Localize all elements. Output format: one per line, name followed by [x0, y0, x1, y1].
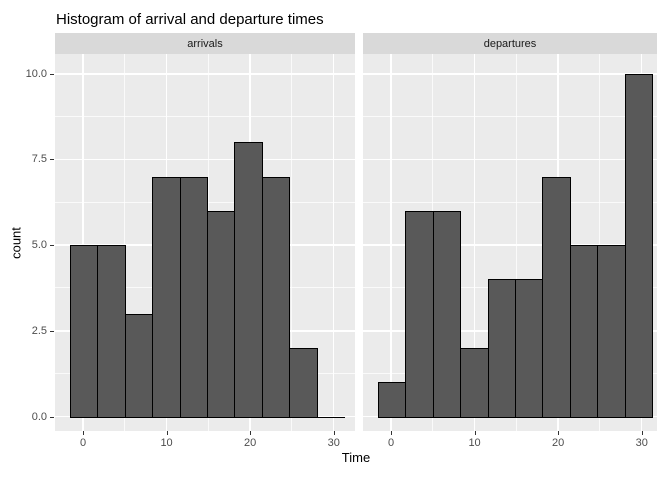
y-tick-label: 2.5 [31, 324, 47, 337]
panel-arrivals [55, 54, 355, 431]
histogram-bar-arrivals-4 [180, 177, 208, 418]
histogram-bar-departures-1 [405, 211, 434, 418]
x-tick-label: 0 [79, 437, 87, 449]
gridline-major-h [55, 73, 355, 75]
y-tick-label: 0.0 [31, 410, 47, 423]
histogram-bar-arrivals-2 [125, 314, 153, 418]
gridline-major-v [332, 54, 335, 431]
x-tick-mark [83, 431, 84, 435]
y-tick-mark [50, 330, 54, 332]
y-tick-mark [50, 73, 54, 75]
facet-strip-label: departures [483, 37, 537, 50]
gridline-minor-h [363, 201, 657, 203]
y-tick-label: 7.5 [31, 153, 47, 166]
histogram-bar-arrivals-7 [262, 177, 290, 418]
x-tick-mark [166, 431, 168, 435]
plot-title: Histogram of arrival and departure times [56, 11, 324, 28]
gridline-major-v [82, 54, 84, 431]
histogram-bar-departures-7 [570, 245, 598, 418]
x-tick-label: 30 [635, 437, 648, 449]
histogram-bar-departures-4 [488, 279, 516, 418]
gridline-minor-h [363, 116, 657, 118]
histogram-bar-departures-6 [542, 177, 571, 418]
x-tick-label: 0 [387, 437, 395, 449]
gridline-minor-h [55, 116, 355, 118]
panel-departures [363, 54, 657, 431]
gridline-minor-v [515, 54, 517, 431]
facet-strip-departures: departures [363, 33, 657, 54]
gridline-major-h [363, 244, 657, 246]
histogram-bar-arrivals-1 [97, 245, 126, 418]
x-tick-label: 30 [327, 437, 340, 449]
histogram-bar-arrivals-5 [207, 211, 235, 418]
x-tick-mark [474, 431, 476, 435]
histogram-bar-arrivals-8 [289, 348, 318, 418]
histogram-bar-departures-5 [515, 279, 543, 418]
gridline-minor-v [124, 54, 126, 431]
gridline-minor-v [599, 54, 601, 431]
gridline-major-v [390, 54, 392, 431]
y-tick-mark [50, 245, 54, 247]
histogram-bar-departures-9 [625, 74, 653, 418]
gridline-major-h [55, 158, 355, 161]
histogram-bar-departures-3 [460, 348, 489, 418]
y-tick-mark [50, 416, 54, 418]
x-tick-mark [641, 431, 643, 435]
x-tick-label: 20 [552, 437, 565, 449]
gridline-major-h [363, 158, 657, 161]
y-tick-label: 10.0 [25, 67, 47, 80]
gridline-minor-v [291, 54, 293, 431]
histogram-bar-arrivals-0 [70, 245, 98, 418]
histogram-bar-arrivals-6 [234, 142, 263, 418]
x-tick-mark [250, 431, 252, 435]
histogram-bar-departures-8 [597, 245, 626, 418]
facet-strip-arrivals: arrivals [55, 33, 355, 54]
x-axis-title: Time [341, 450, 371, 465]
gridline-major-v [473, 54, 476, 431]
facet-strip-label: arrivals [187, 37, 223, 50]
y-tick-label: 5.0 [31, 239, 47, 252]
gridline-major-h [363, 73, 657, 75]
histogram-bar-arrivals-9 [317, 417, 345, 418]
x-tick-label: 10 [468, 437, 481, 449]
x-tick-mark [391, 431, 392, 435]
histogram-bar-departures-0 [378, 382, 406, 418]
x-tick-label: 20 [244, 437, 257, 449]
histogram-bar-arrivals-3 [152, 177, 181, 418]
x-tick-mark [333, 431, 335, 435]
y-tick-mark [50, 159, 54, 161]
x-tick-mark [558, 431, 560, 435]
histogram-bar-departures-2 [433, 211, 461, 418]
x-tick-label: 10 [160, 437, 173, 449]
